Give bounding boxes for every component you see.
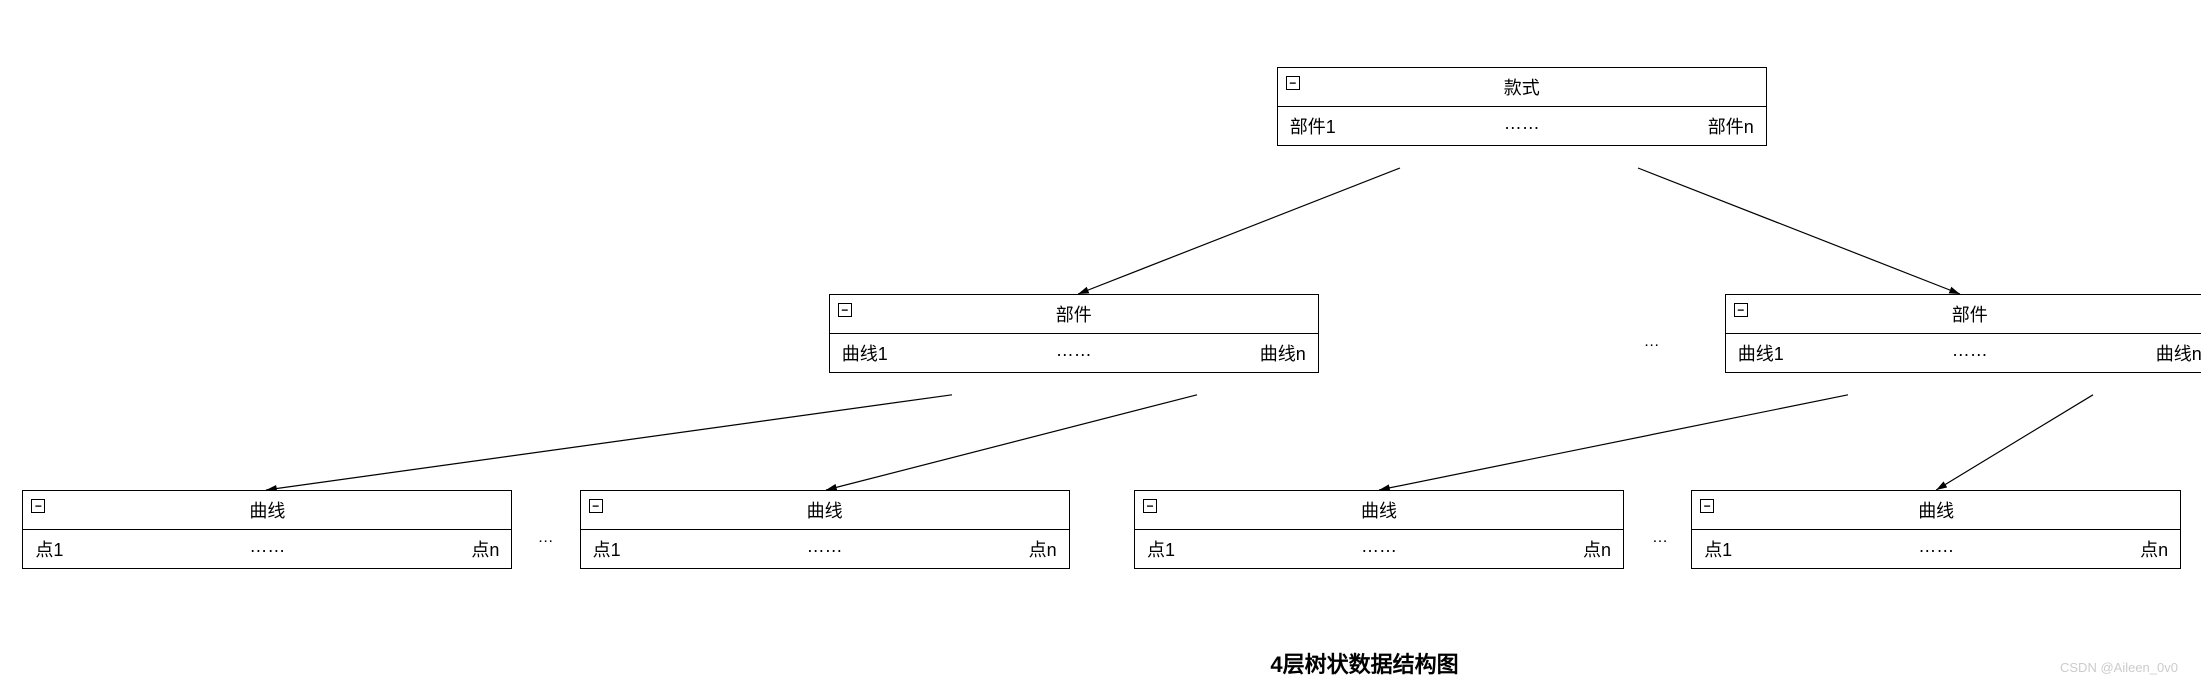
- node-l2b: 部件 曲线1 …… 曲线n: [1725, 294, 2201, 373]
- collapse-icon[interactable]: [838, 303, 852, 317]
- cell-right: 点n: [2140, 536, 2168, 562]
- cell-right: 点n: [1029, 536, 1057, 562]
- node-l3d-title: 曲线: [1918, 501, 1954, 521]
- node-l3c-title: 曲线: [1361, 501, 1397, 521]
- node-l3d-header: 曲线: [1692, 491, 2180, 530]
- node-l2b-header: 部件: [1726, 295, 2201, 334]
- cell-right: 曲线n: [1260, 340, 1306, 366]
- collapse-icon[interactable]: [1286, 76, 1300, 90]
- node-l2a-title: 部件: [1056, 305, 1092, 325]
- diagram-caption: 4层树状数据结构图: [1270, 647, 1458, 679]
- node-root-header: 款式: [1278, 68, 1766, 107]
- ellipsis-l3b: …: [1652, 529, 1668, 547]
- node-l3a-header: 曲线: [23, 491, 511, 530]
- cell-left: 点1: [1704, 536, 1732, 562]
- ellipsis-l2: …: [1644, 333, 1660, 351]
- node-l3b: 曲线 点1 …… 点n: [580, 490, 1070, 569]
- node-root-title: 款式: [1504, 78, 1540, 98]
- cell-right: 点n: [471, 536, 499, 562]
- node-l3c-header: 曲线: [1135, 491, 1623, 530]
- node-l3d-body: 点1 …… 点n: [1692, 530, 2180, 568]
- cell-left: 点1: [1147, 536, 1175, 562]
- cell-mid: ……: [807, 536, 843, 562]
- cell-mid: ……: [1918, 536, 1954, 562]
- collapse-icon[interactable]: [1143, 499, 1157, 513]
- node-root: 款式 部件1 …… 部件n: [1277, 67, 1767, 146]
- node-l2a-header: 部件: [830, 295, 1318, 334]
- node-l3b-title: 曲线: [807, 501, 843, 521]
- node-l3a-body: 点1 …… 点n: [23, 530, 511, 568]
- cell-left: 曲线1: [842, 340, 888, 366]
- cell-mid: ……: [1056, 340, 1092, 366]
- node-l3b-body: 点1 …… 点n: [581, 530, 1069, 568]
- node-root-body: 部件1 …… 部件n: [1278, 107, 1766, 145]
- cell-mid: ……: [249, 536, 285, 562]
- cell-right: 点n: [1583, 536, 1611, 562]
- node-l3c: 曲线 点1 …… 点n: [1134, 490, 1624, 569]
- cell-left: 点1: [593, 536, 621, 562]
- cell-mid: ……: [1952, 340, 1988, 366]
- node-l3d: 曲线 点1 …… 点n: [1691, 490, 2181, 569]
- node-l2b-title: 部件: [1952, 305, 1988, 325]
- collapse-icon[interactable]: [31, 499, 45, 513]
- node-l3a: 曲线 点1 …… 点n: [22, 490, 512, 569]
- cell-mid: ……: [1361, 536, 1397, 562]
- cell-mid: ……: [1504, 113, 1540, 139]
- ellipsis-l3a: …: [538, 529, 554, 547]
- node-l3b-header: 曲线: [581, 491, 1069, 530]
- node-l3a-title: 曲线: [249, 501, 285, 521]
- watermark: CSDN @Aileen_0v0: [2060, 660, 2178, 675]
- cell-left: 曲线1: [1738, 340, 1784, 366]
- node-l2a: 部件 曲线1 …… 曲线n: [829, 294, 1319, 373]
- cell-left: 部件1: [1290, 113, 1336, 139]
- cell-right: 部件n: [1708, 113, 1754, 139]
- cell-right: 曲线n: [2156, 340, 2201, 366]
- tree-diagram: 款式 部件1 …… 部件n 部件 曲线1 …… 曲线n 部件 曲线1 …… 曲线…: [0, 0, 2201, 683]
- cell-left: 点1: [35, 536, 63, 562]
- node-l2b-body: 曲线1 …… 曲线n: [1726, 334, 2201, 372]
- collapse-icon[interactable]: [589, 499, 603, 513]
- node-l3c-body: 点1 …… 点n: [1135, 530, 1623, 568]
- collapse-icon[interactable]: [1700, 499, 1714, 513]
- collapse-icon[interactable]: [1734, 303, 1748, 317]
- node-l2a-body: 曲线1 …… 曲线n: [830, 334, 1318, 372]
